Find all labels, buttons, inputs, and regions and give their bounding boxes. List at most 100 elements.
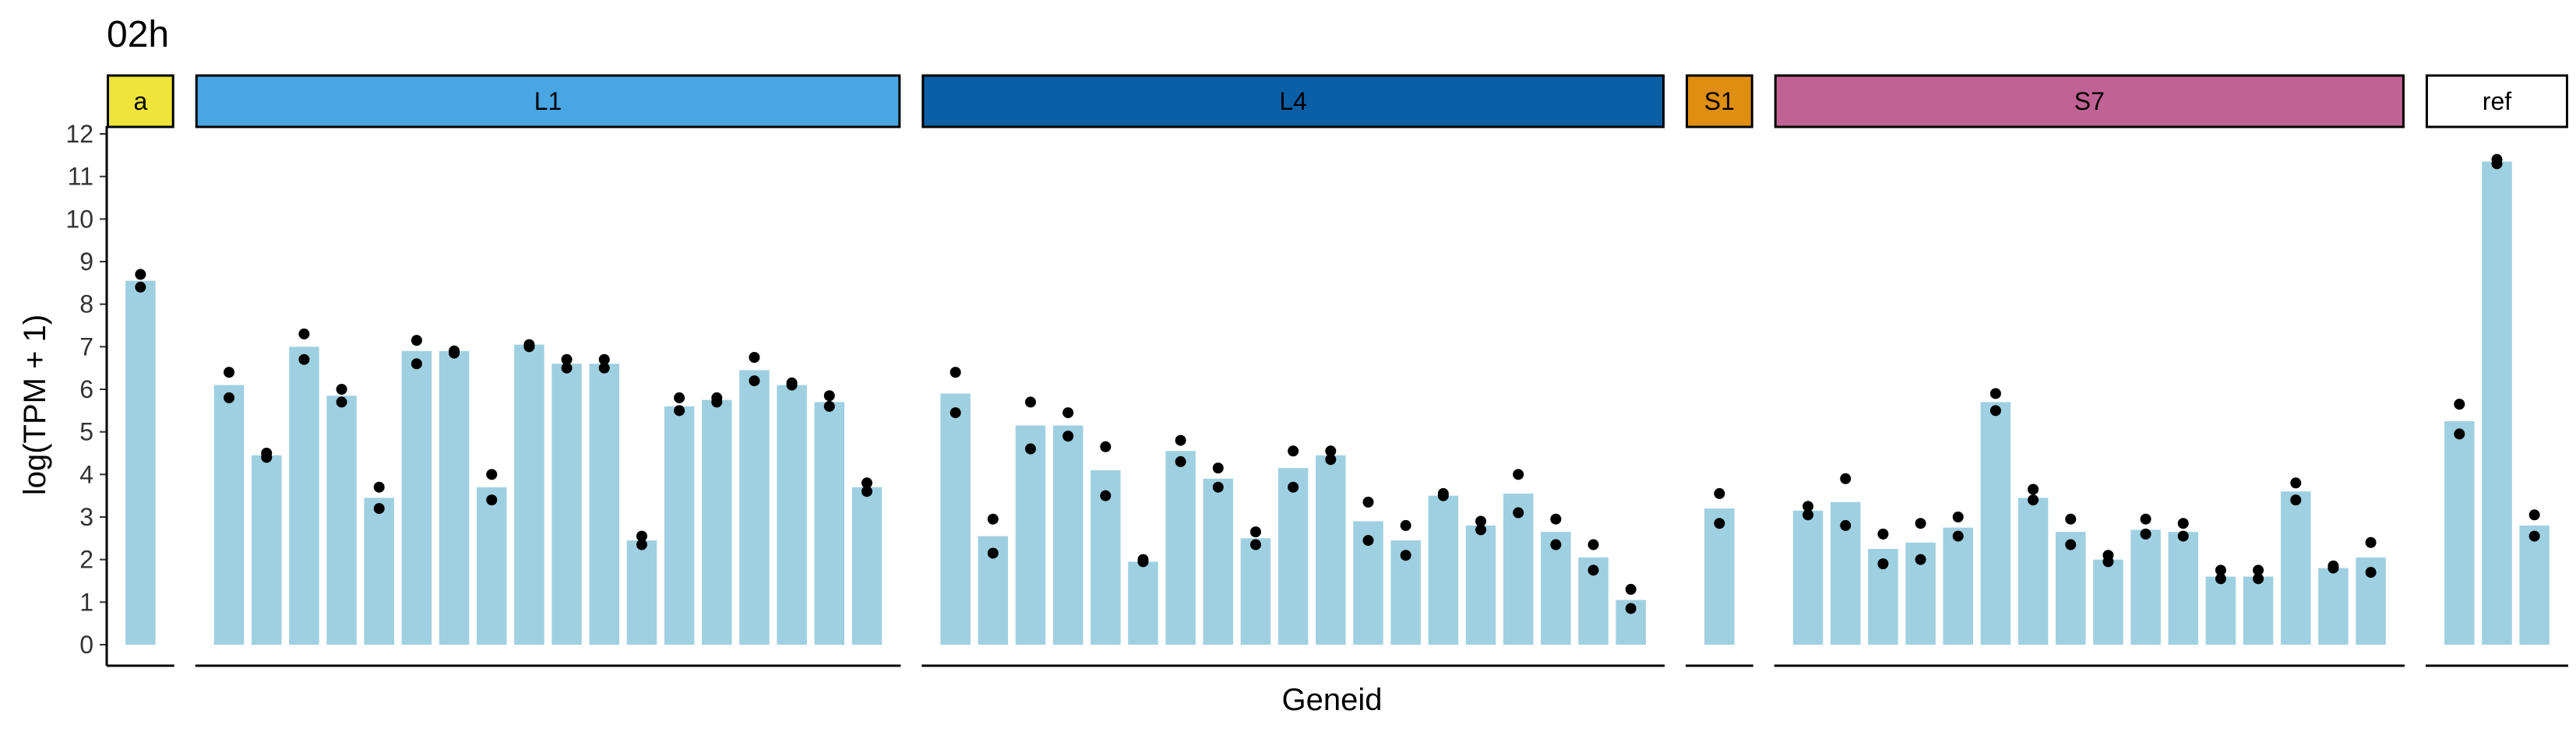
data-point bbox=[2365, 536, 2377, 548]
facet-strip-S1 bbox=[1686, 74, 1753, 128]
data-point bbox=[674, 405, 685, 417]
data-point bbox=[2102, 550, 2114, 561]
bar bbox=[401, 350, 432, 645]
bar bbox=[1943, 527, 1974, 645]
data-point bbox=[1513, 507, 1524, 519]
bar bbox=[1052, 425, 1084, 645]
data-point bbox=[1952, 512, 1964, 522]
data-point bbox=[1325, 454, 1337, 466]
data-point bbox=[411, 358, 422, 370]
panel-S1: S1 bbox=[1686, 74, 1753, 667]
data-point bbox=[1915, 518, 1926, 529]
data-point bbox=[2528, 530, 2540, 542]
data-point bbox=[987, 513, 999, 525]
facet-strip-ref bbox=[2425, 74, 2568, 128]
data-point bbox=[598, 353, 610, 365]
bar bbox=[476, 487, 507, 645]
data-point bbox=[373, 481, 385, 493]
data-point bbox=[1325, 445, 1337, 457]
facet-strip-a bbox=[107, 74, 174, 128]
bar bbox=[701, 399, 732, 645]
y-tick-label: 2 bbox=[79, 546, 93, 574]
data-point bbox=[1212, 462, 1224, 474]
y-tick-label: 1 bbox=[79, 588, 93, 616]
data-point bbox=[2140, 513, 2151, 525]
data-point bbox=[2290, 477, 2302, 489]
chart-title: 02h bbox=[107, 14, 169, 55]
x-axis-label: Geneid bbox=[1282, 683, 1383, 717]
data-point bbox=[2177, 518, 2189, 529]
panel-L1: L1 bbox=[195, 74, 901, 667]
data-point bbox=[1952, 530, 1964, 542]
data-point bbox=[1175, 455, 1186, 467]
data-point bbox=[1400, 550, 1411, 561]
facet-strip-label: a bbox=[133, 87, 147, 115]
data-point bbox=[486, 494, 498, 506]
bar bbox=[2205, 576, 2236, 645]
data-point bbox=[950, 367, 961, 378]
data-point bbox=[786, 377, 798, 389]
y-tick-label: 7 bbox=[79, 332, 93, 360]
data-point bbox=[1288, 445, 1299, 457]
data-point bbox=[2215, 573, 2226, 585]
y-tick-label: 0 bbox=[79, 631, 93, 659]
data-point bbox=[861, 486, 872, 498]
data-point bbox=[1877, 528, 1889, 540]
data-point bbox=[224, 367, 235, 378]
data-point bbox=[1588, 539, 1599, 550]
bar bbox=[1165, 451, 1196, 645]
data-point bbox=[1175, 434, 1186, 446]
panel-L4: L4 bbox=[922, 74, 1665, 667]
bar bbox=[1428, 495, 1459, 645]
data-point bbox=[1249, 539, 1261, 550]
data-point bbox=[336, 384, 347, 395]
bar bbox=[1792, 510, 1824, 645]
data-point bbox=[1915, 554, 1926, 565]
panel-ref: ref bbox=[2425, 74, 2568, 667]
data-point bbox=[561, 353, 573, 365]
data-point bbox=[1100, 441, 1112, 452]
data-point bbox=[1989, 388, 2001, 399]
data-point bbox=[823, 400, 835, 412]
facet-strip-label: S1 bbox=[1704, 87, 1735, 115]
data-point bbox=[411, 335, 422, 346]
data-point bbox=[950, 407, 961, 419]
y-tick-label: 12 bbox=[65, 120, 93, 148]
data-point bbox=[2491, 153, 2503, 165]
facet-strip-label: L4 bbox=[1279, 87, 1307, 115]
data-point bbox=[2028, 484, 2039, 495]
data-point bbox=[1475, 515, 1486, 527]
data-point bbox=[2328, 560, 2339, 571]
facet-strip-S7 bbox=[1774, 74, 2405, 128]
data-point bbox=[298, 353, 310, 365]
bar bbox=[213, 385, 245, 645]
data-point bbox=[373, 503, 385, 515]
data-point bbox=[1802, 509, 1814, 521]
facet-strip-label: S7 bbox=[2074, 87, 2105, 115]
bar bbox=[1503, 493, 1534, 645]
bar bbox=[364, 498, 394, 645]
bar bbox=[125, 280, 156, 645]
data-point bbox=[298, 328, 310, 339]
data-point bbox=[823, 390, 835, 402]
data-point bbox=[486, 469, 498, 480]
data-point bbox=[336, 396, 347, 408]
bar bbox=[2281, 491, 2311, 645]
bar bbox=[626, 540, 657, 645]
y-tick-label: 11 bbox=[68, 163, 93, 191]
facet-strip-label: ref bbox=[2483, 87, 2511, 115]
data-point bbox=[224, 392, 235, 403]
data-point bbox=[749, 352, 760, 363]
bar bbox=[1128, 561, 1158, 645]
data-point bbox=[1877, 558, 1889, 570]
data-point bbox=[2215, 564, 2226, 576]
bar bbox=[2017, 498, 2049, 645]
data-point bbox=[1513, 469, 1524, 480]
data-point bbox=[1625, 583, 1637, 595]
bar bbox=[851, 487, 883, 645]
data-point bbox=[135, 281, 146, 293]
data-point bbox=[1989, 405, 2001, 417]
bar bbox=[1704, 508, 1735, 645]
data-point bbox=[2365, 567, 2377, 579]
